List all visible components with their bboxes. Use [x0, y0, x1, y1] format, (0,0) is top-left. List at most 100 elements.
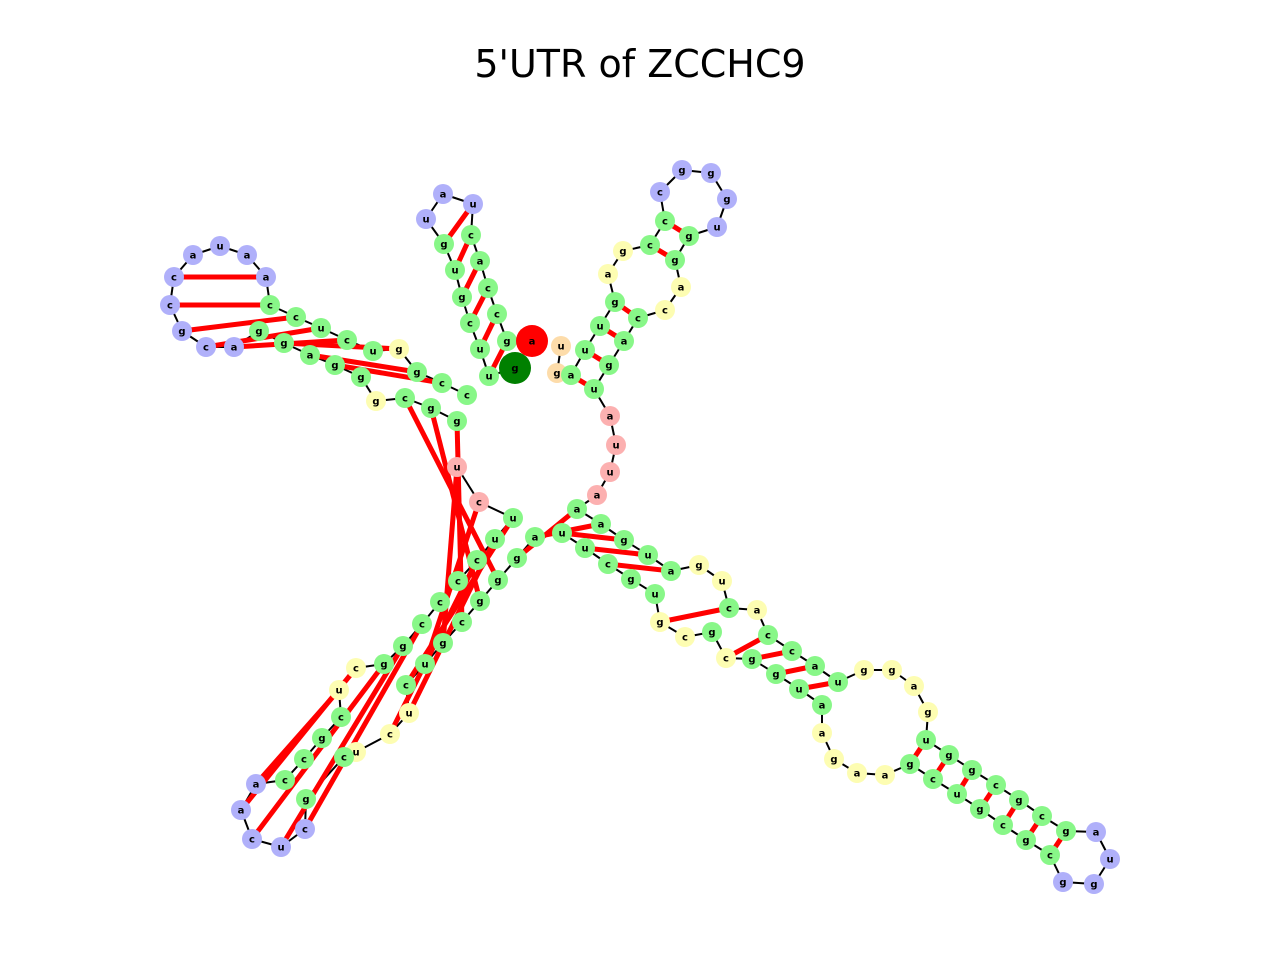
nucleotide-circle: [275, 770, 295, 790]
nucleotide-base-label: c: [387, 730, 393, 741]
nucleotide-base-label: c: [682, 633, 688, 644]
base-pair-bond: [254, 688, 341, 786]
nucleotide-base-label: c: [455, 577, 461, 588]
nucleotide-circle: [311, 318, 331, 338]
nucleotide-base-label: g: [413, 368, 420, 379]
nucleotide-base-label: g: [318, 734, 325, 745]
nucleotide-base-label: u: [335, 686, 342, 697]
nucleotide-base-label: g: [399, 642, 406, 653]
nucleotide-hairpin-loop: a: [224, 337, 244, 357]
nucleotide-circle: [366, 391, 386, 411]
nucleotide-hairpin-loop: g: [701, 163, 721, 183]
nucleotide-stem: u: [445, 260, 465, 280]
nucleotide-circle: [503, 508, 523, 528]
nucleotide-base-label: a: [244, 251, 251, 262]
nucleotide-hairpin-loop: a: [433, 184, 453, 204]
nucleotide-base-label: g: [830, 755, 837, 766]
nucleotide-hairpin-loop: a: [1086, 822, 1106, 842]
nucleotide-stem: u: [638, 545, 658, 565]
nucleotide-base-label: g: [395, 345, 402, 356]
nucleotide-stem: g: [900, 754, 920, 774]
nucleotide-base-label: u: [421, 660, 428, 671]
nucleotide-circle: [452, 612, 472, 632]
nucleotide-base-label: a: [574, 505, 581, 516]
nucleotide-stem: g: [679, 226, 699, 246]
nucleotide-stem: c: [260, 295, 280, 315]
nucleotide-circle: [1100, 849, 1120, 869]
nucleotide-stem: c: [331, 707, 351, 727]
nucleotide-circle: [758, 625, 778, 645]
nucleotide-stem: c: [719, 598, 739, 618]
nucleotide-circle: [719, 598, 739, 618]
nucleotide-stem: c: [452, 612, 472, 632]
nucleotide-interior-loop: c: [655, 300, 675, 320]
nucleotide-stem: a: [300, 345, 320, 365]
nucleotide-circle: [701, 163, 721, 183]
nucleotide-circle: [249, 321, 269, 341]
nucleotide-base-label: g: [968, 766, 975, 777]
base-pair-bond: [334, 362, 443, 386]
nucleotide-circle: [487, 304, 507, 324]
nucleotide-stem: u: [485, 529, 505, 549]
nucleotide-stem: a: [470, 251, 490, 271]
nucleotide-circle: [638, 545, 658, 565]
nucleotide-base-label: u: [713, 223, 720, 234]
nucleotide-base-label: g: [178, 327, 185, 338]
nucleotide-circle: [621, 569, 641, 589]
base-pair-bond: [181, 314, 297, 334]
nucleotide-interior-loop: c: [346, 658, 366, 678]
nucleotide-base-label: c: [635, 314, 641, 325]
nucleotide-circle: [661, 561, 681, 581]
nucleotide-stem: u: [575, 340, 595, 360]
nucleotide-base-label: c: [344, 336, 350, 347]
nucleotide-circle: [452, 287, 472, 307]
nucleotide-base-label: g: [976, 805, 983, 816]
nucleotide-circle: [1016, 830, 1036, 850]
nucleotide-circle: [164, 267, 184, 287]
nucleotide-circle: [993, 815, 1013, 835]
nucleotide-multi-loop: u: [447, 457, 467, 477]
nucleotide-circle: [231, 800, 251, 820]
nucleotide-base-label: c: [474, 556, 480, 567]
nucleotide-base-label: c: [765, 631, 771, 642]
nucleotide-base-label: g: [1015, 796, 1022, 807]
nucleotide-base-label: c: [282, 776, 288, 787]
nucleotide-base-label: a: [911, 682, 918, 693]
nucleotide-circle: [416, 209, 436, 229]
nucleotide-stem: g: [296, 789, 316, 809]
base-pair-bond: [440, 466, 460, 644]
nucleotide-circle: [672, 160, 692, 180]
nucleotide-circle: [904, 676, 924, 696]
nucleotide-stem: c: [986, 775, 1006, 795]
nucleotide-circle: [1009, 790, 1029, 810]
nucleotide-base-label: c: [494, 310, 500, 321]
nucleotide-circle: [346, 658, 366, 678]
nucleotide-circle: [274, 333, 294, 353]
nucleotide-hairpin-loop: c: [295, 819, 315, 839]
nucleotide-circle: [789, 679, 809, 699]
nucleotide-stem: c: [286, 307, 306, 327]
nucleotide-base-label: a: [882, 771, 889, 782]
nucleotide-circle: [331, 707, 351, 727]
nucleotide-hairpin-loop: g: [672, 160, 692, 180]
nucleotide-circle: [675, 627, 695, 647]
base-pair-bond: [302, 622, 425, 831]
nucleotide-base-label: g: [695, 561, 702, 572]
nucleotide-stem: u: [590, 316, 610, 336]
base-pair-bond: [659, 605, 730, 625]
nucleotide-base-label: g: [440, 240, 447, 251]
nucleotide-stem: g: [742, 649, 762, 669]
nucleotide-interior-loop: a: [812, 723, 832, 743]
nucleotide-circle: [399, 703, 419, 723]
nucleotide-hairpin-loop: u: [271, 837, 291, 857]
nucleotide-stem: g: [702, 622, 722, 642]
nucleotide-multi-loop: u: [600, 462, 620, 482]
nucleotide-stem: g: [452, 287, 472, 307]
nucleotide-base-label: c: [605, 560, 611, 571]
nucleotide-base-label: c: [993, 781, 999, 792]
nucleotide-base-label: c: [468, 231, 474, 242]
nucleotide-stem: c: [478, 278, 498, 298]
nucleotide-interior-loop: a: [847, 763, 867, 783]
nucleotide-stem: a: [812, 695, 832, 715]
nucleotide-base-label: g: [627, 575, 634, 586]
